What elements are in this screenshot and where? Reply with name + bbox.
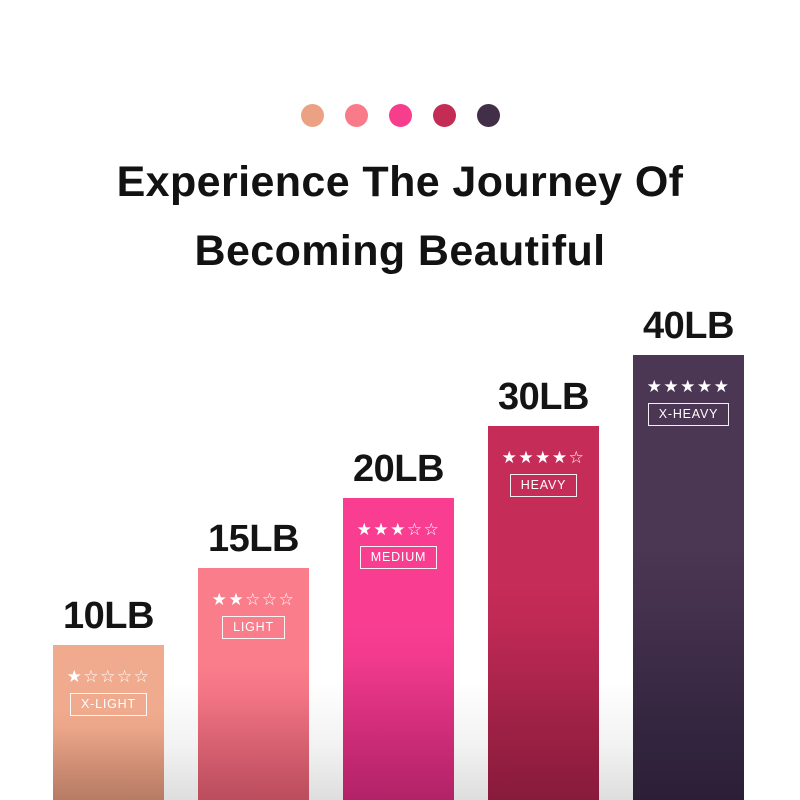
headline-line-1: Experience The Journey Of [116,158,684,206]
bar-group-30lb: 30LB ★★★★☆ HEAVY [488,376,599,800]
decorative-dot-row [0,104,800,127]
bar-body[interactable]: ★★★★☆ HEAVY [488,426,599,800]
dot-1 [300,104,324,127]
level-chip: X-HEAVY [647,403,730,426]
dot-5 [476,104,500,127]
star-rating-icon: ★★★★★ [646,377,731,396]
bar-body[interactable]: ★☆☆☆☆ X-LIGHT [53,645,164,800]
star-rating-icon: ★★★★☆ [501,448,586,467]
bar-group-40lb: 40LB ★★★★★ X-HEAVY [633,305,744,800]
bar-badge: ★★★☆☆ MEDIUM [343,520,454,569]
bar-badge: ★★☆☆☆ LIGHT [198,590,309,639]
bar-group-10lb: 10LB ★☆☆☆☆ X-LIGHT [53,595,164,800]
star-rating-icon: ★☆☆☆☆ [66,667,151,686]
dot-4 [432,104,456,127]
dot-3 [388,104,412,127]
bar-badge: ★★★★★ X-HEAVY [633,377,744,426]
bar-weight-label: 10LB [63,595,154,637]
bar-weight-label: 40LB [643,305,734,347]
bar-group-20lb: 20LB ★★★☆☆ MEDIUM [343,448,454,800]
gap-reflection [309,680,343,800]
bar-badge: ★★★★☆ HEAVY [488,448,599,497]
dot-2 [344,104,368,127]
star-rating-icon: ★★★☆☆ [356,520,441,539]
level-chip: X-LIGHT [70,693,147,716]
bar-body[interactable]: ★★★☆☆ MEDIUM [343,498,454,800]
page-title: Experience The Journey Of Becoming Beaut… [0,148,800,286]
bar-weight-label: 20LB [353,448,444,490]
gap-reflection [599,680,633,800]
bar-body[interactable]: ★★☆☆☆ LIGHT [198,568,309,800]
level-chip: MEDIUM [359,546,438,569]
bar-fill [343,498,454,800]
gap-reflection [454,680,488,800]
bar-badge: ★☆☆☆☆ X-LIGHT [53,667,164,716]
star-rating-icon: ★★☆☆☆ [211,590,296,609]
bar-weight-label: 30LB [498,376,589,418]
level-chip: LIGHT [222,616,285,639]
level-chip: HEAVY [509,474,578,497]
bar-fill [633,355,744,800]
gap-reflection [164,680,198,800]
bar-group-15lb: 15LB ★★☆☆☆ LIGHT [198,518,309,800]
bar-fill [53,645,164,800]
bar-body[interactable]: ★★★★★ X-HEAVY [633,355,744,800]
bar-fill [198,568,309,800]
bar-weight-label: 15LB [208,518,299,560]
headline-line-2: Becoming Beautiful [194,227,606,275]
bar-fill [488,426,599,800]
